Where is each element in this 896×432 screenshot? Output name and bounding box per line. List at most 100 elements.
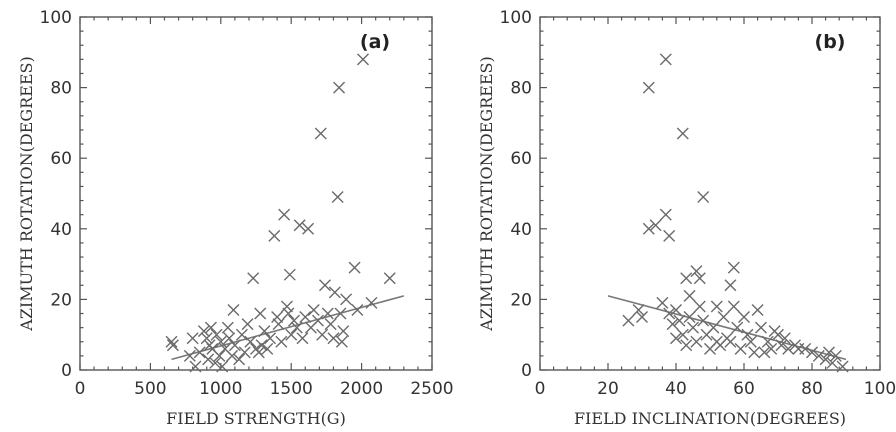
x-tick-label: 2000	[340, 379, 383, 399]
data-point-x-marker	[228, 304, 239, 315]
data-point-x-marker	[681, 273, 692, 284]
data-point-x-marker	[222, 322, 233, 333]
data-point-x-marker	[349, 262, 360, 273]
data-point-x-marker	[329, 287, 340, 298]
data-point-x-marker	[694, 301, 705, 312]
data-point-x-marker	[688, 322, 699, 333]
x-tick-label: 0	[75, 379, 86, 399]
x-tick-label: 40	[665, 379, 687, 399]
data-point-x-marker	[236, 329, 247, 340]
data-point-x-marker	[660, 209, 671, 220]
data-point-x-marker	[681, 340, 692, 351]
data-point-x-marker	[300, 312, 311, 323]
data-point-x-marker	[284, 269, 295, 280]
x-tick-label: 100	[864, 379, 896, 399]
y-tick-label: 80	[510, 79, 532, 99]
data-point-x-marker	[657, 297, 668, 308]
y-tick-label: 40	[50, 220, 72, 240]
y-tick-label: 20	[510, 290, 532, 310]
data-point-x-marker	[308, 304, 319, 315]
x-axis-label: FIELD STRENGTH(G)	[166, 409, 346, 428]
data-point-x-marker	[224, 333, 235, 344]
plot-frame	[540, 17, 880, 370]
data-point-x-marker	[283, 308, 294, 319]
data-point-x-marker	[214, 350, 225, 361]
data-point-x-marker	[303, 223, 314, 234]
data-point-x-marker	[279, 209, 290, 220]
y-tick-label: 20	[50, 290, 72, 310]
data-point-x-marker	[325, 319, 336, 330]
data-point-x-marker	[319, 280, 330, 291]
data-point-x-marker	[239, 347, 250, 358]
data-point-x-marker	[684, 290, 695, 301]
y-tick-label: 100	[500, 8, 532, 28]
data-point-x-marker	[276, 336, 287, 347]
data-point-x-marker	[732, 322, 743, 333]
data-point-x-marker	[248, 273, 259, 284]
y-tick-label: 60	[510, 149, 532, 169]
data-point-x-marker	[756, 322, 767, 333]
data-point-x-marker	[711, 301, 722, 312]
y-tick-label: 0	[61, 361, 72, 381]
data-point-x-marker	[297, 333, 308, 344]
data-point-x-marker	[718, 312, 729, 323]
y-tick-label: 40	[510, 220, 532, 240]
data-point-x-marker	[317, 329, 328, 340]
panel-a: 0 500 1000 1500 2000 2500 0 20 40 60 80 100 FIELD ST…	[17, 8, 454, 428]
panel-b: 0 20 40 60 80 100 0 20 40 60 80 100 FIELD INCLINATIO…	[477, 8, 896, 428]
x-tick-label: 1500	[270, 379, 313, 399]
data-point-x-marker	[328, 333, 339, 344]
data-point-x-marker	[265, 333, 276, 344]
data-point-x-marker	[255, 308, 266, 319]
data-point-x-marker	[725, 280, 736, 291]
y-tick-label: 80	[50, 79, 72, 99]
x-tick-label: 0	[535, 379, 546, 399]
data-point-x-marker	[294, 220, 305, 231]
x-tick-label: 80	[801, 379, 823, 399]
data-point-x-marker	[677, 128, 688, 139]
data-point-x-marker	[273, 319, 284, 330]
x-tick-label: 60	[733, 379, 755, 399]
data-point-x-marker	[664, 230, 675, 241]
y-tick-label: 0	[521, 361, 532, 381]
data-point-x-marker	[259, 326, 270, 337]
panel-label: (a)	[360, 31, 390, 53]
x-tick-label: 1000	[199, 379, 242, 399]
data-point-x-marker	[623, 315, 634, 326]
data-point-x-marker	[739, 312, 750, 323]
data-point-x-marker	[691, 336, 702, 347]
data-point-x-marker	[358, 54, 369, 65]
data-point-x-marker	[728, 301, 739, 312]
x-tick-label: 20	[597, 379, 619, 399]
data-point-x-marker	[211, 329, 222, 340]
data-point-x-marker	[187, 333, 198, 344]
data-point-x-marker	[242, 319, 253, 330]
data-point-x-marker	[735, 343, 746, 354]
data-point-x-marker	[262, 343, 273, 354]
data-point-x-marker	[336, 336, 347, 347]
data-point-x-marker	[269, 230, 280, 241]
data-point-x-marker	[286, 329, 297, 340]
data-point-x-marker	[643, 82, 654, 93]
panel-label: (b)	[815, 31, 846, 53]
data-point-x-marker	[749, 347, 760, 358]
data-point-x-marker	[698, 192, 709, 203]
y-axis-label: AZIMUTH ROTATION(DEGREES)	[17, 56, 36, 331]
data-point-x-marker	[332, 192, 343, 203]
data-point-x-marker	[660, 54, 671, 65]
x-axis-label: FIELD INCLINATION(DEGREES)	[574, 409, 846, 428]
x-tick-label: 500	[134, 379, 166, 399]
data-point-x-marker	[315, 128, 326, 139]
data-point-x-marker	[166, 336, 177, 347]
y-tick-label: 100	[40, 8, 72, 28]
data-point-x-marker	[341, 294, 352, 305]
data-point-x-marker	[384, 273, 395, 284]
data-point-x-marker	[167, 340, 178, 351]
data-point-x-marker	[334, 82, 345, 93]
data-point-x-marker	[725, 336, 736, 347]
data-point-x-marker	[338, 326, 349, 337]
x-tick-label: 2500	[410, 379, 453, 399]
y-tick-label: 60	[50, 149, 72, 169]
data-point-x-marker	[728, 262, 739, 273]
